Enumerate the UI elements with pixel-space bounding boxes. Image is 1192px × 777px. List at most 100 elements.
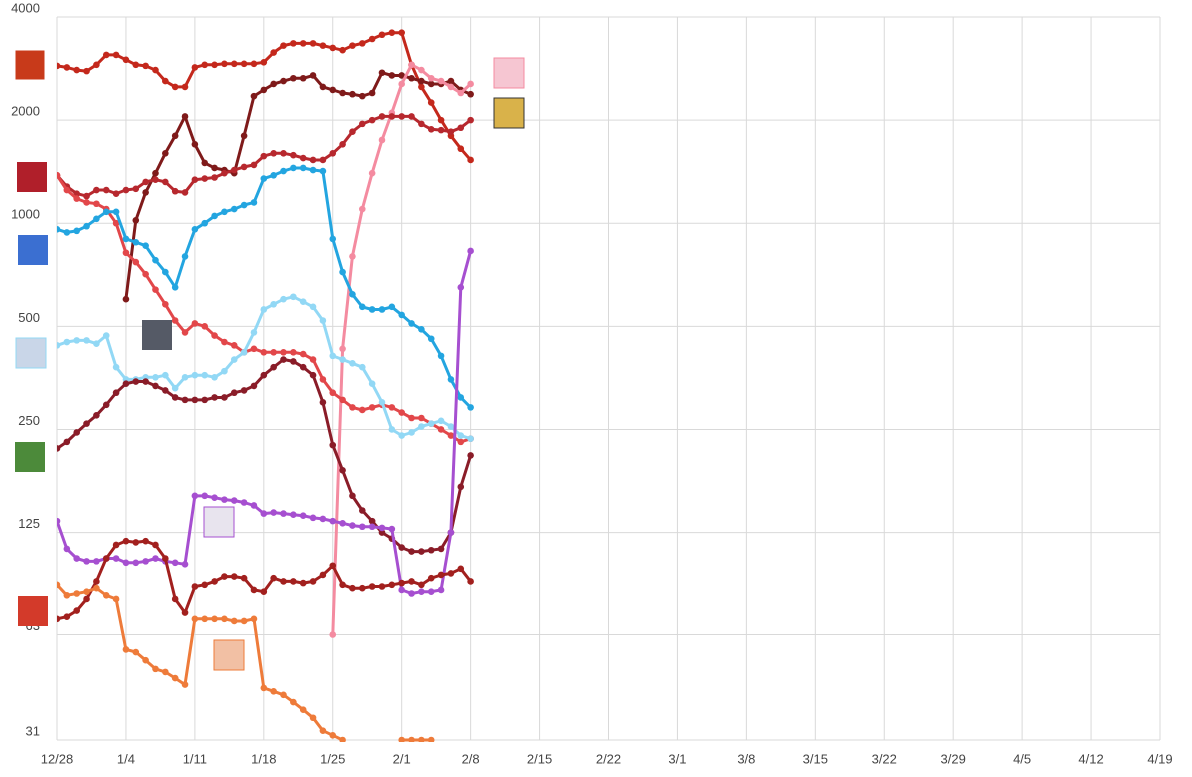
data-point [418,66,425,74]
x-tick-label: 12/28 [41,751,74,766]
data-point [93,186,100,194]
data-point [201,581,209,589]
data-point [171,284,179,291]
data-point [152,555,159,562]
data-point [280,578,287,585]
data-point [319,42,327,49]
data-point [112,595,120,603]
data-point [260,510,268,517]
data-point [191,320,199,327]
data-point [122,186,130,194]
data-point [437,417,445,425]
data-point [181,83,189,91]
data-point [290,74,297,82]
x-tick-label: 3/15 [803,751,828,766]
data-point [162,268,169,276]
data-point [93,584,100,592]
data-point [260,348,268,356]
data-point [132,648,140,656]
data-point [112,541,120,549]
data-point [93,215,100,223]
data-point [329,86,337,94]
data-point [398,409,405,416]
data-point [132,378,140,385]
data-point [437,426,445,433]
data-point [152,256,159,264]
data-point [102,591,110,599]
data-point [171,132,179,140]
data-point [240,60,248,68]
data-point [467,578,474,585]
data-point [171,595,179,603]
data-point [270,348,277,356]
data-point [358,120,366,128]
data-point [191,583,199,590]
data-point [309,303,317,311]
data-point [152,382,159,390]
data-point [329,150,337,157]
data-point [63,438,71,446]
data-point [142,537,149,545]
x-tick-label: 1/25 [320,751,345,766]
data-point [191,371,199,379]
y-tick-label: 500 [18,310,40,325]
data-point [280,295,287,303]
series-icon [15,442,45,472]
data-point [57,445,61,452]
data-point [358,303,366,311]
data-point [57,172,61,179]
data-point [280,150,287,157]
data-point [408,61,415,69]
data-point [191,64,199,71]
data-point [260,306,268,313]
data-point [152,373,159,381]
data-point [299,164,307,172]
data-point [427,736,435,742]
data-point [270,150,277,157]
data-point [250,92,258,100]
data-point [309,371,317,379]
data-point [73,555,80,562]
data-point [181,681,189,688]
data-point [221,60,228,68]
data-point [388,426,396,433]
data-point [378,583,386,590]
data-point [250,329,258,336]
data-point [73,590,80,597]
data-point [211,212,218,220]
data-point [398,80,405,88]
data-point [398,113,405,120]
data-point [230,166,238,174]
series-icon [14,49,46,81]
y-tick-label: 4000 [11,0,40,15]
data-point [299,579,307,587]
data-point [181,253,189,260]
data-point [447,570,455,577]
data-point [83,222,90,230]
data-point [102,332,110,339]
data-point [132,559,140,567]
data-point [221,573,228,580]
data-point [329,389,337,397]
data-point [368,35,376,43]
data-point [467,116,474,124]
data-point [329,235,337,243]
data-point [368,380,376,388]
data-point [152,169,159,177]
data-point [280,42,287,49]
data-point [162,77,169,85]
data-point [408,429,415,436]
y-tick-label: 250 [18,413,40,428]
data-point [290,358,297,365]
data-point [467,404,474,411]
data-point [201,615,209,623]
data-point [349,291,356,298]
data-point [83,199,90,206]
data-point [152,541,159,549]
data-point [162,300,169,308]
data-point [132,216,140,224]
data-point [447,423,455,430]
data-point [201,159,209,167]
data-point [57,581,61,589]
data-point [408,320,415,327]
